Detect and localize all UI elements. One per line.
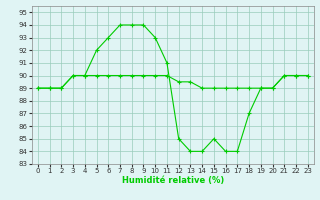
X-axis label: Humidité relative (%): Humidité relative (%) (122, 176, 224, 185)
